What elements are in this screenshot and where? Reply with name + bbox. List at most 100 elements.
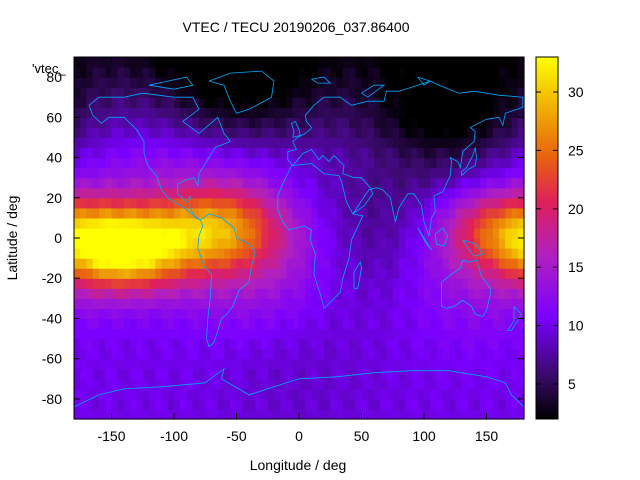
heat-cell: [311, 408, 319, 420]
heat-cell: [261, 197, 269, 209]
heat-cell: [492, 238, 500, 249]
heat-cell: [180, 388, 188, 400]
heat-cell: [430, 278, 438, 289]
heat-cell: [99, 408, 106, 420]
heat-cell: [199, 107, 206, 118]
heat-cell: [474, 87, 481, 98]
heat-cell: [342, 97, 350, 108]
heat-cell: [342, 328, 350, 340]
heat-cell: [224, 238, 231, 249]
heat-cell: [336, 338, 344, 350]
heat-cell: [430, 127, 438, 139]
heat-cell: [455, 77, 463, 88]
heat-cell: [186, 87, 194, 98]
heat-cell: [199, 147, 206, 159]
heat-cell: [480, 248, 488, 259]
heat-cell: [74, 167, 81, 179]
heat-cell: [242, 197, 250, 209]
heat-cell: [367, 288, 375, 299]
heat-cell: [274, 217, 281, 229]
heat-cell: [92, 338, 100, 350]
heat-cell: [236, 378, 244, 390]
heat-cell: [211, 238, 219, 249]
heat-cell: [355, 107, 363, 118]
heat-cell: [142, 298, 150, 309]
heat-cell: [442, 328, 450, 340]
heat-cell: [430, 358, 438, 370]
heat-cell: [430, 167, 438, 179]
heat-cell: [324, 378, 331, 390]
heat-cell: [230, 328, 238, 340]
heat-cell: [286, 408, 294, 420]
heat-cell: [161, 358, 169, 370]
heat-cell: [442, 348, 450, 360]
heat-cell: [236, 207, 244, 219]
heat-cell: [349, 197, 356, 209]
heat-cell: [280, 97, 288, 108]
heat-cell: [105, 77, 113, 88]
heat-cell: [124, 348, 131, 360]
heat-cell: [86, 408, 94, 420]
heat-cell: [205, 348, 213, 360]
heat-cell: [311, 238, 319, 249]
heat-cell: [261, 388, 269, 400]
heat-cell: [386, 358, 394, 370]
heat-cell: [167, 207, 175, 219]
heat-cell: [180, 238, 188, 249]
heat-cell: [417, 358, 425, 370]
heat-cell: [449, 358, 456, 370]
heat-cell: [317, 348, 325, 360]
heat-cell: [411, 258, 419, 269]
heat-cell: [155, 348, 163, 360]
heat-cell: [305, 97, 313, 108]
coastline-path: [208, 70, 275, 114]
heat-cell: [186, 408, 194, 420]
heat-cell: [430, 227, 438, 239]
heat-cell: [286, 227, 294, 239]
heat-cell: [111, 147, 119, 159]
heat-cell: [499, 238, 506, 249]
heat-cell: [92, 238, 100, 249]
heat-cell: [486, 197, 494, 209]
heat-cell: [267, 368, 275, 380]
heat-cell: [449, 238, 456, 249]
heat-cell: [492, 388, 500, 400]
heat-cell: [505, 278, 513, 289]
heat-cell: [430, 238, 438, 249]
heat-cell: [517, 57, 525, 68]
heat-cell: [217, 97, 225, 108]
heat-cell: [486, 308, 494, 320]
heat-cell: [511, 167, 519, 179]
heat-cell: [480, 268, 488, 279]
heat-cell: [186, 157, 194, 169]
heat-cell: [442, 278, 450, 289]
heat-cell: [392, 388, 400, 400]
heat-cell: [505, 348, 513, 360]
heat-cell: [111, 398, 119, 410]
heat-cell: [505, 147, 513, 159]
heat-cell: [249, 157, 256, 169]
heat-cell: [486, 167, 494, 179]
heat-cell: [442, 388, 450, 400]
heat-cell: [449, 298, 456, 309]
heat-cell: [436, 217, 444, 229]
heat-cell: [124, 197, 131, 209]
heat-cell: [174, 248, 181, 259]
heat-cell: [92, 348, 100, 360]
heat-cell: [280, 238, 288, 249]
heat-cell: [480, 408, 488, 420]
heat-cell: [499, 258, 506, 269]
heat-cell: [167, 67, 175, 78]
heat-cell: [386, 57, 394, 68]
heat-cell: [367, 408, 375, 420]
heat-cell: [499, 127, 506, 139]
heat-cell: [305, 117, 313, 128]
heat-cell: [380, 348, 388, 360]
heat-cell: [374, 67, 381, 78]
heat-cell: [467, 378, 475, 390]
heat-cell: [136, 368, 144, 380]
heat-cell: [436, 278, 444, 289]
heat-cell: [80, 408, 88, 420]
heat-cell: [411, 157, 419, 169]
heat-cell: [317, 157, 325, 169]
